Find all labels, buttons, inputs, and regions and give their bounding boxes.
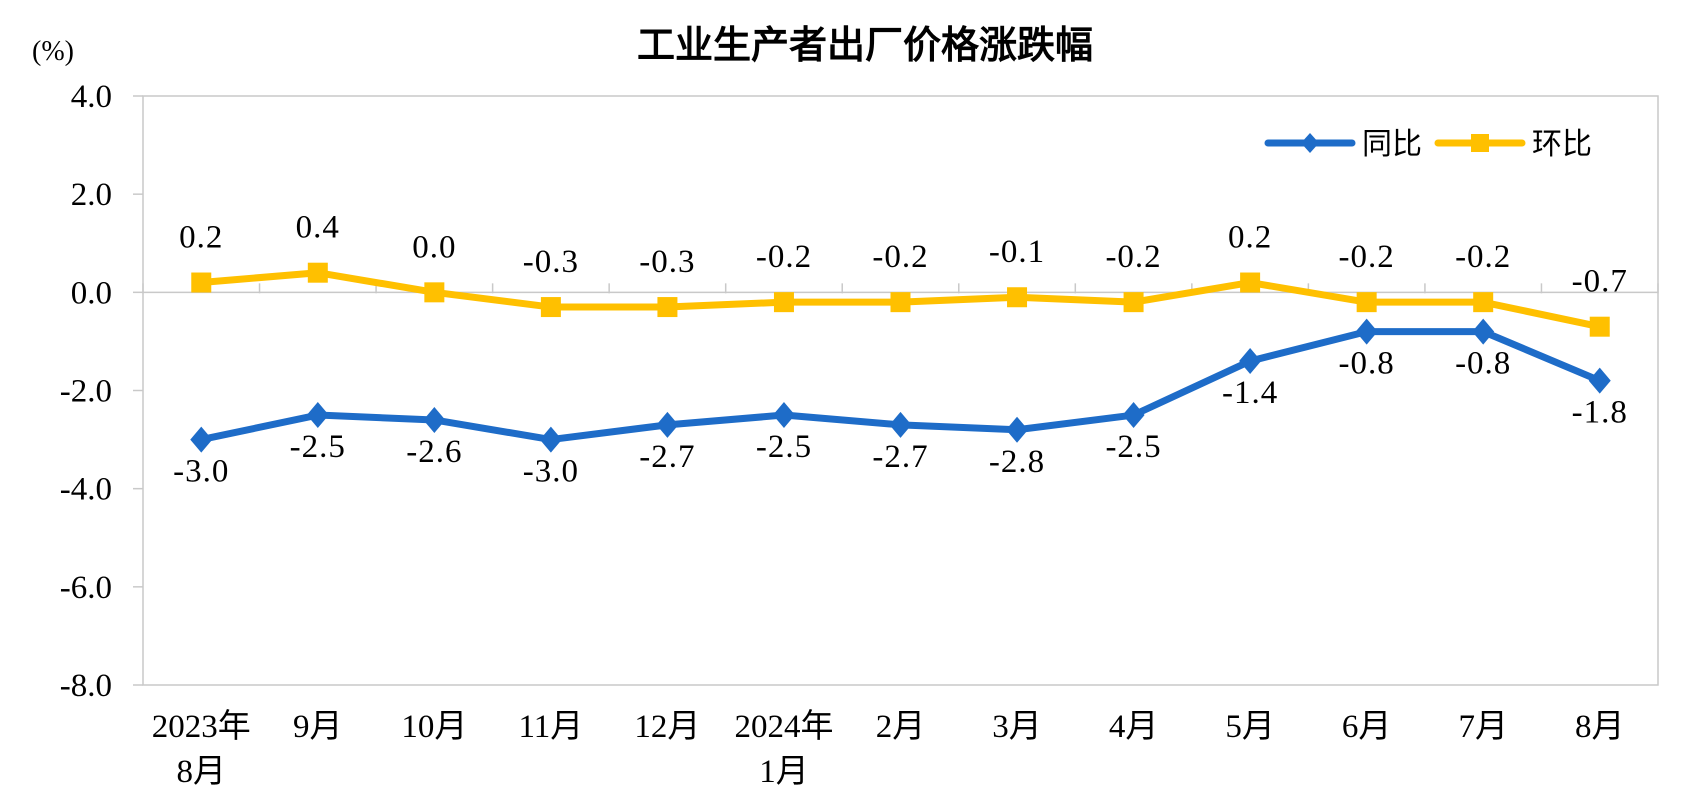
data-label-yoy: -2.5: [1105, 429, 1161, 465]
y-axis-tick-label: -2.0: [60, 374, 112, 410]
series-marker-mom: [1240, 272, 1261, 293]
x-axis-category-label: 12月: [634, 709, 700, 745]
x-axis-category-label: 4月: [1109, 709, 1159, 745]
series-marker-mom: [1123, 292, 1144, 313]
series-marker-mom: [657, 297, 678, 318]
x-axis-category-label: 2月: [876, 709, 926, 745]
series-marker-yoy: [889, 411, 912, 438]
series-marker-yoy: [190, 426, 213, 453]
y-axis-tick-label: -4.0: [60, 472, 112, 508]
data-label-mom: -0.2: [872, 239, 928, 275]
series-marker-yoy: [306, 402, 329, 429]
series-marker-yoy: [423, 406, 446, 433]
data-label-yoy: -2.5: [756, 429, 812, 465]
x-axis-category-label: 9月: [293, 709, 343, 745]
x-axis-category-label: 8月: [1575, 709, 1625, 745]
data-label-yoy: -3.0: [173, 454, 229, 490]
series-marker-mom: [773, 292, 794, 313]
series-marker-yoy: [1588, 367, 1611, 394]
data-label-yoy: -2.8: [989, 444, 1045, 480]
x-axis-category-label: 7月: [1458, 709, 1508, 745]
data-label-yoy: -2.5: [290, 429, 346, 465]
x-axis-category-label: 2024年 1月: [734, 708, 833, 790]
series-marker-yoy: [1122, 402, 1145, 429]
data-label-mom: -0.7: [1572, 264, 1628, 300]
y-axis-tick-label: 2.0: [71, 177, 112, 213]
series-marker-yoy: [1355, 318, 1378, 345]
series-marker-mom: [424, 282, 445, 303]
series-marker-yoy: [656, 411, 679, 438]
data-label-mom: -0.3: [639, 244, 695, 280]
data-label-mom: -0.1: [989, 234, 1045, 270]
data-label-yoy: -0.8: [1455, 346, 1511, 382]
legend-label-mom: 环比: [1532, 128, 1592, 161]
series-marker-yoy: [1472, 318, 1495, 345]
x-axis-category-label: 10月: [401, 709, 467, 745]
series-marker-mom: [307, 262, 328, 283]
data-label-mom: -0.2: [1105, 239, 1161, 275]
series-lines: [190, 262, 1611, 453]
data-label-yoy: -1.8: [1572, 395, 1628, 431]
data-label-mom: 0.2: [1228, 220, 1272, 256]
x-axis-category-label: 2023年 8月: [152, 708, 251, 790]
data-label-mom: -0.2: [756, 239, 812, 275]
legend: 同比 环比: [1264, 128, 1592, 161]
series-marker-yoy: [772, 402, 795, 429]
plot-area-border: [142, 95, 1659, 686]
x-axis-category-label: 5月: [1225, 709, 1275, 745]
data-label-yoy: -2.6: [406, 434, 462, 470]
data-label-yoy: -0.8: [1339, 346, 1395, 382]
y-axis-tick-label: -6.0: [60, 570, 112, 606]
data-label-mom: 0.2: [179, 220, 223, 256]
y-axis-tick-label: -8.0: [60, 668, 112, 704]
y-axis-tick-label: 0.0: [71, 275, 112, 311]
series-marker-mom: [1007, 287, 1028, 308]
axes: 4.0 2.0 0.0 -2.0 -4.0 -6.0 -8.0 2023年 8月 9月 10月 11月…: [60, 79, 1659, 790]
y-axis-unit-label: (%): [32, 36, 74, 67]
x-axis-category-label: 11月: [518, 709, 583, 745]
series-marker-mom: [1356, 292, 1377, 313]
data-label-yoy: -3.0: [523, 454, 579, 490]
series-marker-yoy: [1006, 416, 1029, 443]
series-marker-mom: [1589, 316, 1610, 337]
data-label-mom: -0.2: [1455, 239, 1511, 275]
data-label-yoy: -2.7: [872, 439, 928, 475]
data-label-mom: -0.3: [523, 244, 579, 280]
legend-item-yoy: 同比: [1264, 128, 1422, 161]
series-marker-mom: [890, 292, 911, 313]
series-marker-yoy: [1239, 348, 1262, 375]
series-marker-mom: [540, 297, 561, 318]
data-label-mom: 0.4: [296, 210, 340, 246]
data-labels: -3.0 -2.5 -2.6 -3.0 -2.7 -2.5 -2.7 -2.8 -2.5 -1.4…: [173, 210, 1628, 490]
series-marker-yoy: [539, 426, 562, 453]
legend-label-yoy: 同比: [1362, 128, 1422, 161]
x-axis-category-label: 6月: [1342, 709, 1392, 745]
series-marker-mom: [191, 272, 212, 293]
series-marker-mom: [1473, 292, 1494, 313]
data-label-mom: -0.2: [1339, 239, 1395, 275]
y-axis-tick-label: 4.0: [71, 79, 112, 115]
legend-marker-yoy: [1301, 133, 1319, 153]
data-label-mom: 0.0: [412, 229, 456, 265]
data-label-yoy: -1.4: [1222, 375, 1278, 411]
legend-item-mom: 环比: [1434, 128, 1592, 161]
chart-title: 工业生产者出厂价格涨跌幅: [637, 25, 1093, 67]
legend-marker-mom: [1471, 134, 1489, 152]
data-label-yoy: -2.7: [639, 439, 695, 475]
x-axis-category-label: 3月: [992, 709, 1042, 745]
